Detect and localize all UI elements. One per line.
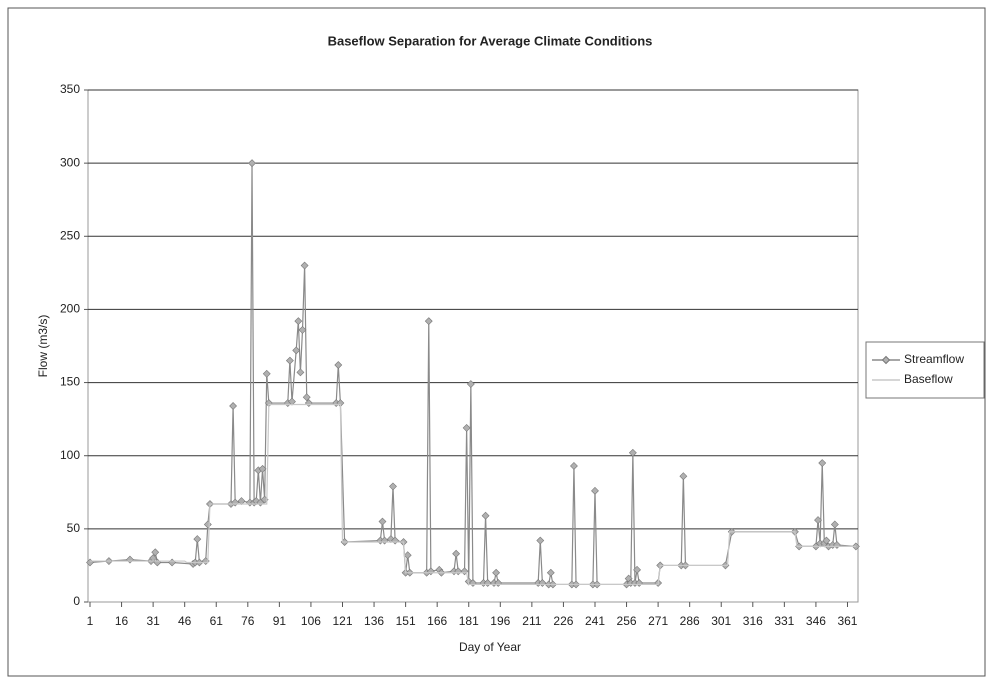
point-marker [452, 549, 461, 558]
point-marker [679, 472, 688, 481]
x-tick-label: 256 [617, 614, 637, 628]
point-marker [389, 482, 397, 491]
point-marker [151, 548, 160, 557]
point-marker [296, 368, 305, 377]
point-marker [285, 356, 294, 365]
legend-marker [881, 355, 891, 365]
point-marker [830, 520, 839, 529]
x-tick-label: 286 [680, 614, 700, 628]
point-marker [570, 462, 578, 470]
x-tick-label: 121 [332, 614, 352, 628]
point-marker [536, 536, 545, 545]
y-tick-label: 200 [60, 302, 80, 316]
y-tick-label: 0 [73, 594, 80, 608]
point-marker [424, 317, 433, 326]
point-marker [469, 579, 477, 587]
x-tick-label: 271 [648, 614, 668, 628]
x-tick-label: 316 [743, 614, 763, 628]
chart-title: Baseflow Separation for Average Climate … [328, 33, 653, 48]
x-tick-label: 16 [115, 614, 129, 628]
point-marker [546, 568, 555, 577]
point-marker [818, 459, 827, 467]
x-tick-label: 211 [522, 614, 541, 628]
legend-label: Baseflow [904, 372, 953, 386]
x-tick-label: 181 [459, 614, 479, 628]
legend-box [865, 341, 985, 399]
y-tick-label: 100 [60, 448, 80, 462]
x-tick-label: 76 [241, 614, 255, 628]
point-marker [298, 325, 307, 334]
point-marker [591, 486, 599, 495]
point-marker [292, 346, 301, 355]
point-marker [378, 517, 387, 526]
x-tick-label: 46 [178, 614, 192, 628]
point-marker [334, 361, 343, 369]
x-axis-label: Day of Year [459, 640, 521, 654]
legend-label: Streamflow [904, 352, 964, 366]
point-marker [492, 568, 501, 577]
x-tick-label: 106 [301, 614, 321, 628]
x-tick-label: 151 [396, 614, 416, 628]
x-tick-label: 166 [427, 614, 447, 628]
point-marker [262, 369, 271, 378]
point-marker [248, 159, 256, 168]
point-marker [814, 516, 822, 525]
point-marker [466, 380, 475, 388]
point-marker [633, 565, 641, 574]
x-tick-label: 331 [774, 614, 794, 628]
x-tick-label: 1 [87, 614, 94, 628]
point-marker [851, 542, 860, 551]
point-marker [258, 464, 267, 473]
x-tick-label: 361 [837, 614, 857, 628]
y-tick-label: 150 [60, 375, 80, 389]
plot-area [87, 89, 859, 603]
series-line [90, 403, 856, 586]
point-marker [294, 317, 303, 326]
point-marker [462, 423, 471, 432]
y-tick-label: 50 [67, 521, 81, 535]
x-tick-label: 31 [146, 614, 160, 628]
point-marker [822, 536, 831, 545]
point-marker [833, 541, 841, 549]
y-tick-label: 350 [60, 82, 80, 96]
y-tick-label: 300 [60, 155, 80, 169]
y-axis-label: Flow (m3/s) [36, 315, 50, 378]
y-tick-label: 250 [60, 228, 80, 242]
point-marker [193, 535, 202, 544]
point-marker [302, 393, 311, 402]
x-tick-label: 346 [806, 614, 826, 628]
point-marker [481, 511, 490, 520]
x-tick-label: 91 [273, 614, 287, 628]
x-tick-label: 226 [553, 614, 573, 628]
x-tick-label: 196 [490, 614, 510, 628]
x-tick-label: 136 [364, 614, 384, 628]
x-tick-label: 61 [210, 614, 224, 628]
point-marker [403, 551, 412, 560]
x-tick-label: 241 [585, 614, 605, 628]
point-marker [628, 448, 637, 457]
point-marker [300, 261, 309, 270]
x-tick-label: 301 [711, 614, 731, 628]
point-marker [229, 402, 238, 410]
